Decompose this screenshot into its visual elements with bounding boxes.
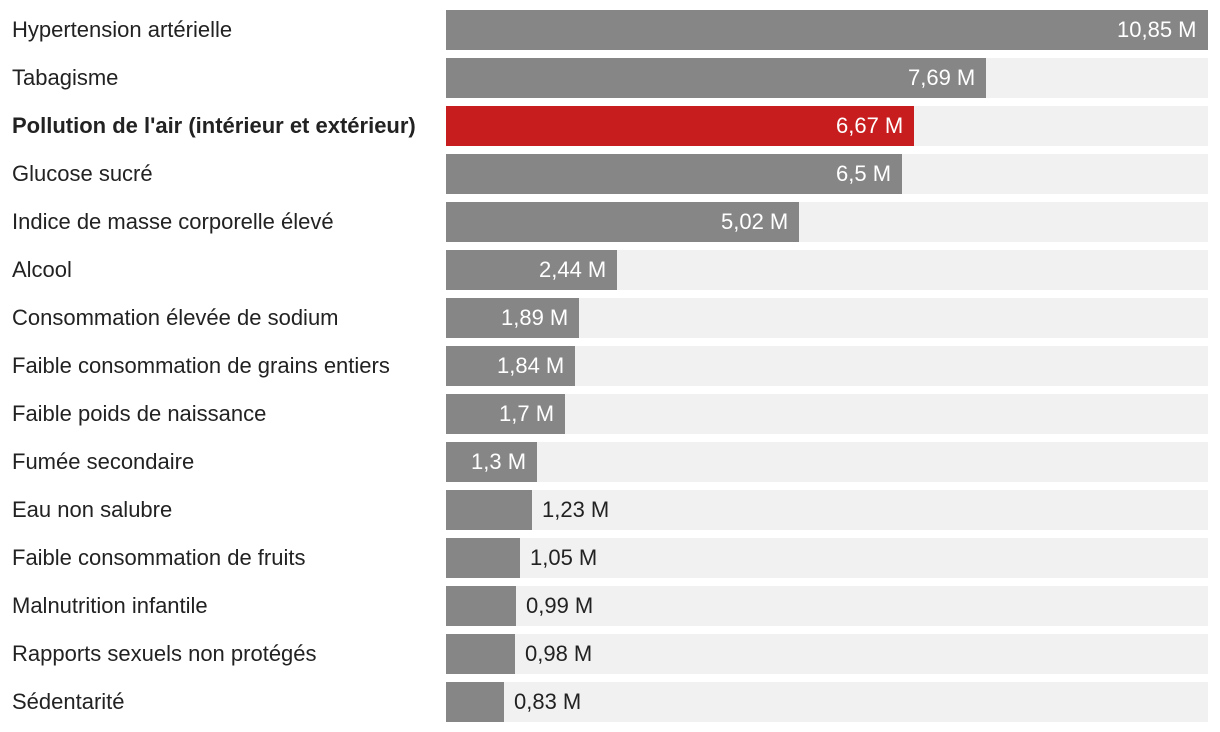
value-label: 6,67 M bbox=[836, 113, 904, 138]
bar-track: 7,69 M bbox=[446, 58, 1208, 98]
chart-row: Tabagisme 7,69 M bbox=[0, 58, 1220, 98]
category-label: Faible poids de naissance bbox=[12, 401, 267, 426]
chart-row: Hypertension artérielle 10,85 M bbox=[0, 10, 1220, 50]
bar bbox=[446, 442, 537, 482]
value-label: 1,23 M bbox=[542, 497, 610, 522]
category-label: Sédentarité bbox=[12, 689, 125, 714]
category-label: Pollution de l'air (intérieur et extérie… bbox=[12, 113, 416, 138]
bar-track: 5,02 M bbox=[446, 202, 1208, 242]
bar-track: 6,67 M bbox=[446, 106, 1208, 146]
value-label: 10,85 M bbox=[1117, 17, 1197, 42]
bar bbox=[446, 586, 516, 626]
value-label: 1,3 M bbox=[471, 449, 527, 474]
value-label: 0,99 M bbox=[526, 593, 594, 618]
bar bbox=[446, 346, 575, 386]
bar bbox=[446, 634, 515, 674]
category-label: Eau non salubre bbox=[12, 497, 173, 522]
bar-track: 1,3 M bbox=[446, 442, 1208, 482]
value-label: 6,5 M bbox=[836, 161, 892, 186]
category-label: Glucose sucré bbox=[12, 161, 153, 186]
chart-row: Sédentarité 0,83 M bbox=[0, 682, 1220, 722]
value-label: 2,44 M bbox=[539, 257, 607, 282]
category-label: Faible consommation de grains entiers bbox=[12, 353, 390, 378]
category-label: Alcool bbox=[12, 257, 72, 282]
value-label: 1,05 M bbox=[530, 545, 598, 570]
chart-row: Malnutrition infantile 0,99 M bbox=[0, 586, 1220, 626]
value-label: 1,89 M bbox=[501, 305, 569, 330]
chart-row: Eau non salubre 1,23 M bbox=[0, 490, 1220, 530]
value-label: 0,83 M bbox=[514, 689, 582, 714]
bar-track: 1,05 M bbox=[446, 538, 1208, 578]
bar-track: 1,7 M bbox=[446, 394, 1208, 434]
chart-row: Rapports sexuels non protégés 0,98 M bbox=[0, 634, 1220, 674]
bar bbox=[446, 298, 579, 338]
chart-row: Indice de masse corporelle élevé 5,02 M bbox=[0, 202, 1220, 242]
category-label: Consommation élevée de sodium bbox=[12, 305, 339, 330]
chart-row: Faible consommation de fruits 1,05 M bbox=[0, 538, 1220, 578]
chart-row: Consommation élevée de sodium 1,89 M bbox=[0, 298, 1220, 338]
bar-track: 0,99 M bbox=[446, 586, 1208, 626]
chart-row: Faible poids de naissance 1,7 M bbox=[0, 394, 1220, 434]
bar-track: 0,83 M bbox=[446, 682, 1208, 722]
category-label: Faible consommation de fruits bbox=[12, 545, 306, 570]
bar bbox=[446, 394, 565, 434]
bar bbox=[446, 58, 986, 98]
bar bbox=[446, 250, 617, 290]
category-label: Indice de masse corporelle élevé bbox=[12, 209, 334, 234]
bar bbox=[446, 10, 1208, 50]
bar-track: 1,89 M bbox=[446, 298, 1208, 338]
bar-track: 1,23 M bbox=[446, 490, 1208, 530]
chart-row: Fumée secondaire 1,3 M bbox=[0, 442, 1220, 482]
bar-track: 2,44 M bbox=[446, 250, 1208, 290]
bar-highlighted bbox=[446, 106, 914, 146]
value-label: 0,98 M bbox=[525, 641, 593, 666]
bar bbox=[446, 490, 532, 530]
chart-row: Pollution de l'air (intérieur et extérie… bbox=[0, 106, 1220, 146]
category-label: Fumée secondaire bbox=[12, 449, 195, 474]
value-label: 1,84 M bbox=[497, 353, 565, 378]
chart-row: Alcool 2,44 M bbox=[0, 250, 1220, 290]
chart-row: Glucose sucré 6,5 M bbox=[0, 154, 1220, 194]
bar-track: 1,84 M bbox=[446, 346, 1208, 386]
value-label: 1,7 M bbox=[499, 401, 555, 426]
category-label: Hypertension artérielle bbox=[12, 17, 233, 42]
bar-track: 10,85 M bbox=[446, 10, 1208, 50]
category-label: Rapports sexuels non protégés bbox=[12, 641, 317, 666]
bar bbox=[446, 682, 504, 722]
chart-row: Faible consommation de grains entiers 1,8… bbox=[0, 346, 1220, 386]
category-label: Malnutrition infantile bbox=[12, 593, 208, 618]
bar bbox=[446, 154, 902, 194]
value-label: 7,69 M bbox=[908, 65, 976, 90]
bar bbox=[446, 202, 799, 242]
bar bbox=[446, 538, 520, 578]
category-label: Tabagisme bbox=[12, 65, 119, 90]
bar-track: 0,98 M bbox=[446, 634, 1208, 674]
value-label: 5,02 M bbox=[721, 209, 789, 234]
bar-track: 6,5 M bbox=[446, 154, 1208, 194]
